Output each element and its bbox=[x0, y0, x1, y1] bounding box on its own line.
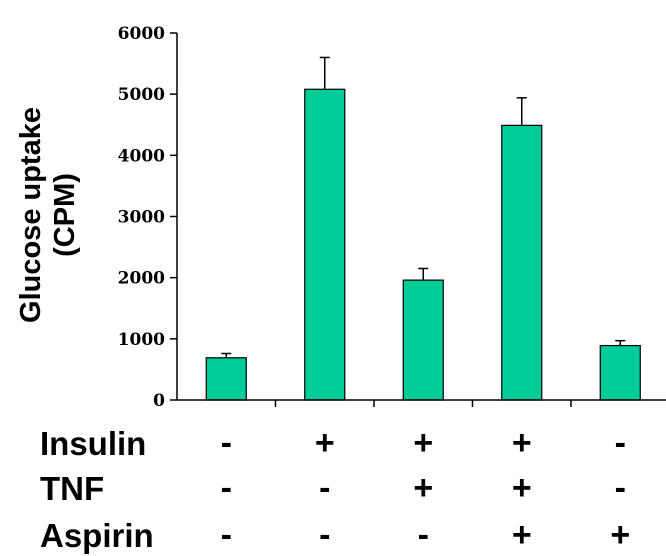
condition-label: Insulin bbox=[40, 425, 146, 462]
minus-sign: - bbox=[615, 424, 626, 462]
y-tick-label: 0 bbox=[153, 391, 165, 411]
y-tick-label: 1000 bbox=[118, 330, 165, 350]
y-tick-label: 4000 bbox=[118, 146, 165, 166]
bar bbox=[304, 88, 346, 401]
y-tick-label: 5000 bbox=[118, 85, 165, 105]
condition-table: Insulin - + + + - TNF - - + + - Aspirin - - - + + bbox=[40, 424, 630, 554]
plus-sign: + bbox=[512, 469, 532, 507]
plus-sign: + bbox=[512, 516, 532, 554]
y-axis-label: Glucose uptake (CPM) bbox=[15, 107, 81, 323]
bar bbox=[402, 279, 444, 401]
plus-sign: + bbox=[315, 424, 335, 462]
y-tick-label: 6000 bbox=[118, 24, 165, 44]
minus-sign: - bbox=[418, 516, 429, 554]
condition-label: TNF bbox=[40, 470, 104, 507]
minus-sign: - bbox=[615, 469, 626, 507]
bar bbox=[501, 124, 543, 401]
y-axis-label-line-1: Glucose uptake bbox=[15, 107, 47, 323]
minus-sign: - bbox=[319, 469, 330, 507]
plus-sign: + bbox=[413, 424, 433, 462]
plus-sign: + bbox=[413, 469, 433, 507]
y-axis-ticks: 0 1000 2000 3000 4000 5000 6000 bbox=[118, 24, 177, 411]
plus-sign: + bbox=[610, 516, 630, 554]
y-tick-label: 2000 bbox=[118, 269, 165, 289]
condition-label: Aspirin bbox=[40, 517, 154, 554]
axes bbox=[176, 33, 666, 407]
plus-sign: + bbox=[512, 424, 532, 462]
minus-sign: - bbox=[221, 516, 232, 554]
y-axis-label-line-2: (CPM) bbox=[49, 173, 81, 257]
minus-sign: - bbox=[221, 424, 232, 462]
bar bbox=[599, 344, 641, 401]
bar bbox=[205, 357, 247, 401]
minus-sign: - bbox=[319, 516, 330, 554]
bar-series bbox=[205, 56, 641, 401]
minus-sign: - bbox=[221, 469, 232, 507]
y-tick-label: 3000 bbox=[118, 208, 165, 228]
